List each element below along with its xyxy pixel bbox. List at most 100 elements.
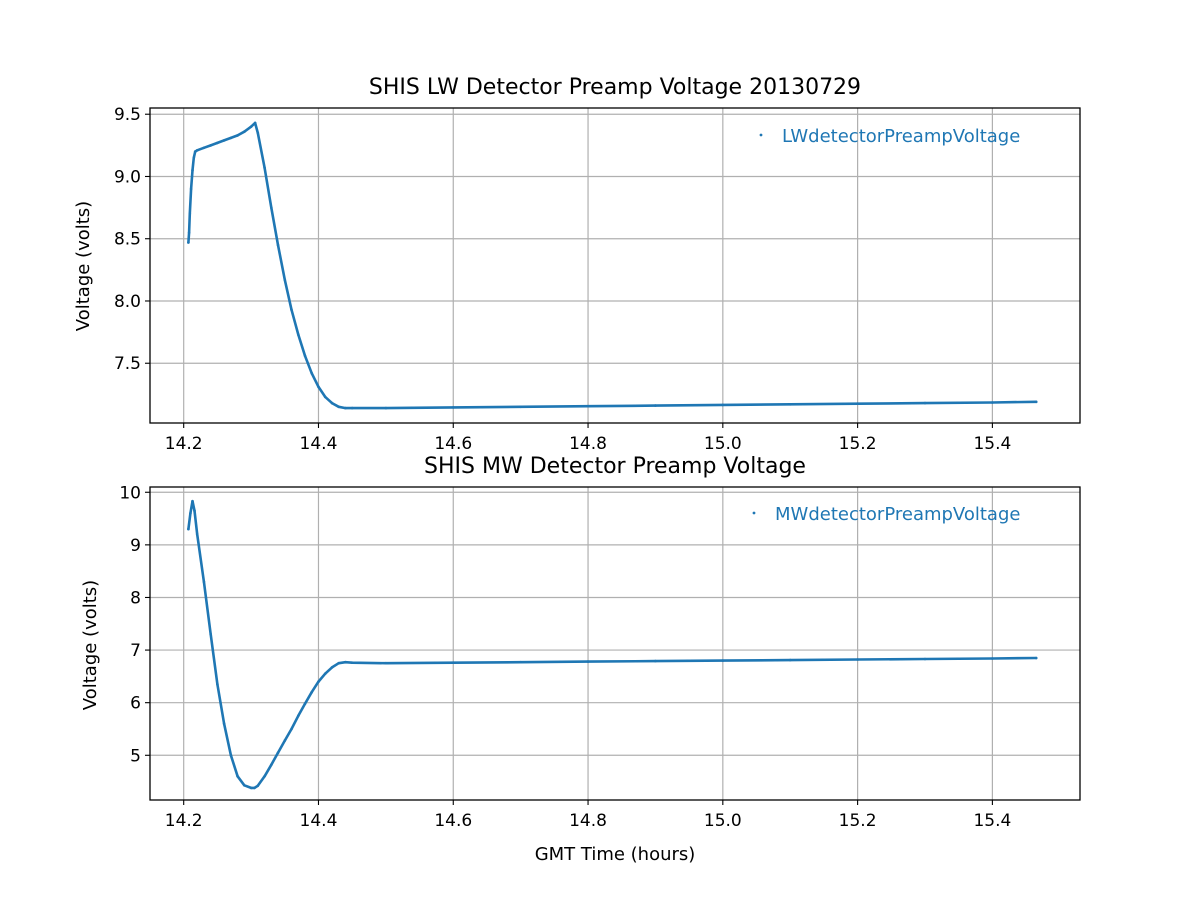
mw-data-point (256, 784, 260, 788)
lw-data-point (209, 144, 212, 147)
mw-data-point (923, 657, 927, 661)
lw-data-point (202, 146, 206, 150)
y-tick-label: 8 (130, 588, 141, 608)
mw-legend-marker (752, 511, 756, 515)
mw-data-point (191, 499, 194, 503)
lw-data-point (323, 395, 327, 399)
mw-data-point (788, 658, 792, 662)
mw-data-point (310, 690, 314, 694)
mw-data-point (243, 784, 246, 787)
y-tick-label: 9.5 (114, 105, 141, 125)
mw-legend: MWdetectorPreampVoltage (752, 504, 1020, 525)
lw-plot-frame (149, 107, 1081, 424)
x-tick-label: 14.2 (165, 811, 203, 831)
lw-data-point (519, 405, 522, 409)
lw-data-point (330, 401, 334, 405)
x-tick-label: 14.4 (300, 811, 338, 831)
mw-grid (150, 487, 1080, 800)
lw-data-point (256, 131, 260, 135)
mw-data-point (586, 660, 590, 663)
mw-data-point (297, 714, 300, 718)
lw-data-point (350, 406, 354, 410)
lw-subplot: 14.2 14.4 14.6 14.8 15.0 15.2 15.4 7.5 8.0 8.5 9.0… (73, 75, 1081, 454)
lw-data-point (222, 139, 226, 142)
x-tick-label: 14.8 (569, 811, 607, 831)
mw-data-point (323, 672, 327, 675)
x-tick-label: 15.0 (704, 811, 742, 831)
lw-data-point (263, 166, 266, 170)
mw-data-point (189, 512, 192, 515)
mw-data-point (187, 527, 190, 531)
lw-data-point (270, 206, 273, 209)
x-tick-label: 15.2 (839, 434, 877, 454)
lw-data-point (310, 371, 314, 375)
x-tick-label: 15.0 (704, 434, 742, 454)
lw-data-point (195, 149, 199, 152)
mw-data-point (193, 509, 196, 512)
lw-data-point (586, 404, 590, 408)
mw-data-point (384, 661, 388, 665)
lw-legend-marker (759, 133, 763, 137)
y-tick-label: 9.0 (114, 167, 141, 187)
mw-plot-frame (149, 486, 1081, 801)
mw-ticks: 14.2 14.4 14.6 14.8 15.0 15.2 15.4 5 6 7 8 9 10 (119, 483, 1011, 831)
lw-y-axis-label: Voltage (volts) (73, 201, 94, 331)
y-tick-label: 8.5 (114, 230, 141, 250)
mw-y-axis-label: Voltage (volts) (80, 580, 101, 710)
mw-data-point (209, 633, 212, 636)
mw-data-point (317, 680, 320, 683)
mw-series-layer (187, 499, 1038, 790)
x-tick-label: 14.6 (434, 811, 472, 831)
mw-data-point (195, 533, 199, 536)
mw-data-point (350, 661, 354, 664)
lw-data-point (344, 406, 347, 410)
lw-data-point (923, 401, 927, 405)
mw-data-point (344, 660, 347, 664)
mw-legend-label: MWdetectorPreampVoltage (775, 504, 1020, 525)
lw-data-point (236, 134, 239, 137)
mw-data-point (216, 683, 219, 686)
lw-data-point (191, 169, 194, 172)
mw-data-point (283, 739, 287, 742)
lw-data-point (303, 354, 307, 358)
lw-data-point (337, 405, 341, 409)
lw-chart-title: SHIS LW Detector Preamp Voltage 20130729 (369, 75, 861, 100)
mw-data-point (229, 754, 233, 757)
lw-data-point (243, 130, 246, 133)
y-tick-label: 9 (130, 536, 141, 556)
lw-data-point (297, 333, 300, 336)
lw-data-point (654, 404, 657, 407)
mw-data-point (270, 763, 273, 767)
mw-data-point (249, 786, 253, 790)
mw-data-point (452, 661, 455, 664)
lw-data-point (249, 125, 253, 128)
lw-data-point (856, 402, 859, 406)
lw-data-point (193, 150, 197, 153)
y-tick-label: 7.5 (114, 354, 141, 374)
lw-data-point (187, 231, 191, 234)
x-tick-label: 15.2 (839, 811, 877, 831)
mw-data-point (654, 659, 657, 663)
lw-series-layer (187, 121, 1038, 410)
lw-legend: LWdetectorPreampVoltage (759, 126, 1020, 147)
y-tick-label: 5 (130, 746, 141, 766)
lw-data-point (290, 308, 293, 312)
lw-data-point (253, 121, 257, 125)
y-tick-label: 8.0 (114, 292, 141, 312)
lw-data-point (991, 401, 994, 404)
mw-data-point (991, 657, 994, 660)
mw-data-point (1034, 656, 1038, 660)
mw-data-point (222, 722, 226, 725)
lw-data-point (452, 406, 455, 409)
mw-data-point (721, 659, 725, 662)
y-tick-label: 7 (130, 641, 141, 661)
x-tick-label: 14.2 (165, 434, 203, 454)
lw-data-point (187, 241, 190, 244)
lw-data-point (229, 136, 233, 140)
lw-data-point (216, 141, 219, 145)
x-tick-label: 14.4 (300, 434, 338, 454)
x-axis-label: GMT Time (hours) (535, 844, 696, 865)
x-tick-label: 14.8 (569, 434, 607, 454)
lw-data-point (283, 278, 287, 282)
